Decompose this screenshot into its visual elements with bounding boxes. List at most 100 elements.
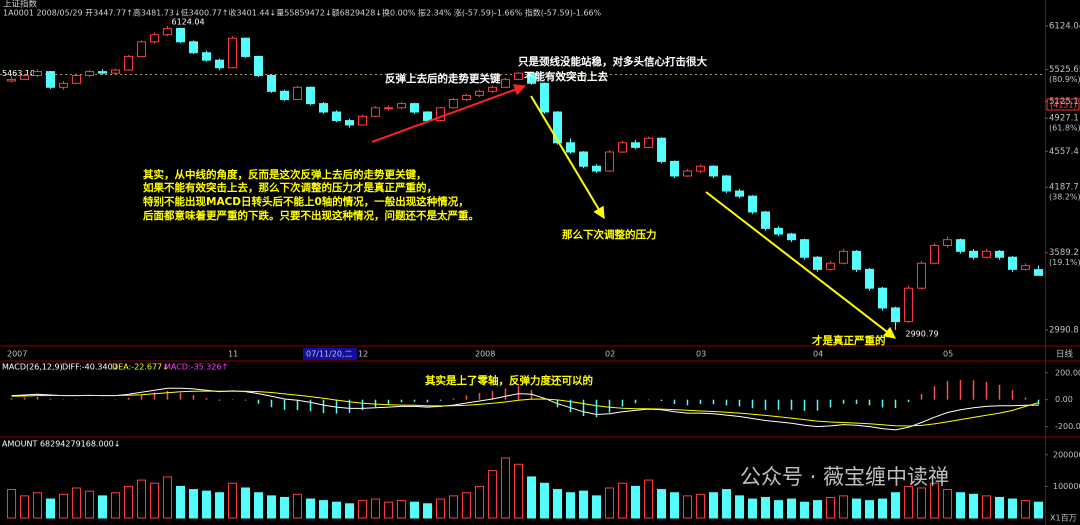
candle-body — [435, 107, 446, 122]
candle-body — [630, 142, 641, 148]
amount-bar — [6, 489, 17, 519]
amount-bar — [383, 501, 394, 519]
amount-bar — [370, 498, 381, 519]
amount-bar — [526, 476, 537, 519]
index-title: 上证指数 — [3, 0, 38, 10]
candle-body — [487, 86, 498, 92]
amount-bar — [942, 489, 953, 519]
amount-bar — [656, 489, 667, 519]
candle-body — [565, 142, 576, 153]
fib-label: (38.2%) — [1049, 193, 1080, 202]
date-label: 11 — [228, 350, 238, 359]
candle-body — [1020, 265, 1031, 270]
amount-bar — [240, 487, 251, 519]
amount-bar — [84, 490, 95, 519]
amount-bar — [552, 489, 563, 519]
candle-body — [357, 115, 368, 126]
candle-body — [500, 78, 511, 88]
amount-bar — [266, 495, 277, 519]
candle-body — [851, 250, 862, 270]
amount-bar — [422, 503, 433, 519]
candle-body — [97, 71, 108, 74]
amount-bar — [773, 500, 784, 519]
candle-body — [188, 41, 199, 54]
y-tick-label: 5525.65 — [1049, 65, 1080, 75]
amount-bar — [851, 498, 862, 519]
amount-bar — [591, 495, 602, 519]
reference-label: 5463.10 — [2, 69, 35, 78]
amount-bar — [71, 487, 82, 519]
amount-bar — [955, 492, 966, 519]
date-label: 05 — [943, 350, 953, 359]
amount-bar — [110, 492, 121, 519]
candle-body — [370, 107, 381, 117]
candle-body — [825, 262, 836, 270]
amount-bar — [578, 490, 589, 519]
candle-body — [162, 27, 173, 36]
legend-entry: MACD:-35.326↑ — [164, 363, 228, 372]
candle-body — [669, 160, 680, 177]
amount-bar — [123, 485, 134, 519]
amount-bar — [305, 498, 316, 519]
fib-label: (80.9%) — [1049, 75, 1080, 84]
amount-bar — [799, 501, 810, 519]
amount-bar — [162, 476, 173, 519]
candle-body — [409, 103, 420, 113]
date-label: 02 — [605, 350, 615, 359]
candle-body — [136, 41, 147, 57]
amount-bar — [136, 479, 147, 519]
candle-body — [864, 268, 875, 289]
amount-bar — [253, 492, 264, 519]
candle-body — [773, 227, 784, 235]
amount-bar — [201, 490, 212, 519]
y-tick-label: 4557.4 — [1049, 147, 1079, 157]
amount-bar — [448, 495, 459, 519]
amount-bar — [682, 495, 693, 519]
y-tick-label: 100000 — [1053, 482, 1080, 491]
candle-body — [58, 82, 69, 88]
candle-body — [760, 211, 771, 229]
candle-body — [656, 137, 667, 162]
candle-body — [45, 71, 56, 88]
amount-bar — [968, 493, 979, 519]
y-tick-label: 0.00 — [1055, 395, 1073, 404]
candle-body — [383, 107, 394, 110]
unit-label: X1百万 — [1050, 514, 1077, 523]
amount-bar — [97, 495, 108, 519]
amount-bar — [838, 495, 849, 519]
right-badge: (4151) — [1050, 101, 1077, 110]
candle-body — [461, 94, 472, 100]
legend-entry: DIFF:-40.340↓ — [62, 363, 119, 372]
candle-body — [84, 71, 95, 76]
amount-bar — [708, 492, 719, 519]
candle-body — [305, 86, 316, 105]
amount-bar — [292, 493, 303, 519]
amount-bar — [747, 498, 758, 519]
amount-bar — [760, 496, 771, 519]
amount-bar — [32, 492, 43, 519]
candle-body — [994, 250, 1005, 258]
candle-body — [513, 72, 524, 80]
date-label: 12 — [358, 350, 368, 359]
arrow — [371, 84, 527, 143]
candle-body — [110, 69, 121, 74]
candle-body — [578, 151, 589, 167]
y-tick-label: 6124.04 — [1049, 22, 1080, 32]
amount-bar — [45, 498, 56, 519]
candle-body — [149, 34, 160, 43]
candle-body — [968, 250, 979, 258]
amount-bar — [19, 495, 30, 519]
y-tick-label: 5125.11 — [1049, 97, 1080, 107]
candle-body — [812, 256, 823, 270]
amount-bar — [916, 487, 927, 519]
candle-body — [747, 195, 758, 213]
amount-bar — [630, 485, 641, 519]
candle-body — [344, 120, 355, 126]
amount-bar — [864, 500, 875, 519]
candle-body — [422, 111, 433, 122]
low-label: 2990.79 — [906, 329, 939, 338]
candle-body — [955, 239, 966, 252]
candle-body — [838, 250, 849, 264]
